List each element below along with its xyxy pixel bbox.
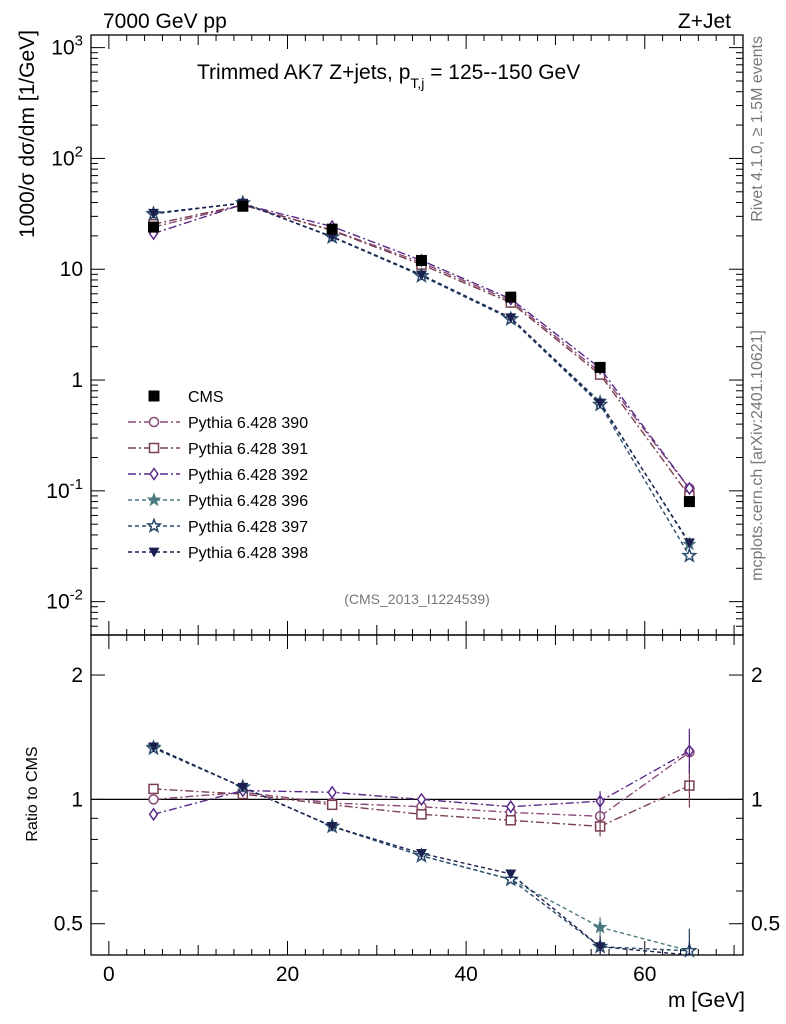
data-marker: [327, 785, 337, 800]
ratio-series-pythia-6.428-397: [145, 739, 698, 958]
header-right: Z+Jet: [678, 10, 731, 33]
data-marker: [326, 232, 338, 243]
data-marker: [683, 496, 695, 508]
legend-label: Pythia 6.428 391: [188, 441, 308, 458]
y-tick-label: 1: [71, 369, 83, 392]
x-tick-label: 0: [103, 963, 115, 986]
data-marker: [684, 481, 695, 496]
main-series-group: [145, 194, 698, 563]
y-tick-label: 10-2: [46, 587, 83, 614]
x-tick-label: 20: [276, 963, 299, 986]
rivet-version-label: Rivet 4.1.0, ≥ 1.5M events: [749, 36, 766, 222]
y-tick-label: 2: [71, 664, 83, 687]
legend-label: CMS: [188, 389, 224, 406]
legend: CMS Pythia 6.428 390 Pythia 6.428 391 Pythi…: [128, 389, 308, 562]
data-marker: [683, 538, 695, 549]
ratio-y-axis-label: Ratio to CMS: [24, 746, 41, 841]
data-marker: [594, 398, 606, 409]
data-marker: [148, 208, 160, 219]
data-marker: [415, 270, 427, 281]
y-tick-label: 0.5: [54, 913, 83, 936]
y-tick-label: 102: [51, 143, 83, 170]
data-marker: [594, 361, 606, 373]
data-marker: [148, 442, 160, 454]
y-tick-label-right: 2: [751, 664, 763, 687]
legend-label: Pythia 6.428 398: [188, 545, 308, 562]
data-marker: [149, 467, 159, 481]
data-marker: [326, 223, 338, 235]
data-marker: [146, 492, 162, 507]
y-tick-label-right: 1: [751, 788, 763, 811]
data-marker: [416, 792, 427, 807]
ratio-series-group: [145, 728, 698, 958]
legend-label: Pythia 6.428 396: [188, 493, 308, 510]
main-title: Trimmed AK7 Z+jets, pT,j = 125--150 GeV: [197, 61, 580, 91]
y-tick-label-right: 0.5: [751, 913, 780, 936]
data-marker: [237, 782, 249, 793]
data-marker: [148, 783, 159, 795]
data-marker: [145, 517, 163, 534]
main-y-axis-label: 1000/σ dσ/dm [1/GeV]: [16, 30, 39, 238]
data-marker: [505, 815, 517, 826]
data-marker: [148, 807, 159, 822]
x-tick-label: 40: [454, 963, 477, 986]
y-tick-label: 10: [60, 258, 83, 281]
legend-entry: Pythia 6.428 390: [128, 415, 308, 432]
data-marker: [506, 799, 516, 814]
main-axis-ticks: 10-2 10-1 1 10 102 103: [46, 33, 743, 636]
title-rest: = 125--150 GeV: [424, 61, 580, 84]
legend-entry: Pythia 6.428 396: [128, 492, 308, 510]
x-tick-label: 60: [633, 963, 656, 986]
data-marker: [681, 547, 698, 563]
legend-label: Pythia 6.428 397: [188, 519, 308, 536]
data-marker: [148, 221, 160, 233]
y-tick-label: 1: [71, 788, 83, 811]
data-marker: [237, 200, 249, 212]
legend-entry: Pythia 6.428 392: [128, 467, 308, 484]
ratio-panel-frame: [90, 634, 744, 956]
legend-entry: Pythia 6.428 397: [128, 517, 308, 536]
data-marker: [326, 822, 338, 832]
mcplots-label: mcplots.cern.ch [arXiv:2401.10621]: [749, 330, 766, 581]
data-marker: [148, 547, 160, 558]
legend-label: Pythia 6.428 392: [188, 467, 308, 484]
data-marker: [148, 742, 160, 753]
series-cms: [148, 200, 695, 508]
data-marker: [326, 799, 338, 811]
legend-entry: Pythia 6.428 391: [128, 441, 308, 458]
title-main: Trimmed AK7 Z+jets, p: [197, 61, 410, 84]
data-marker: [148, 416, 160, 428]
data-marker: [415, 254, 427, 266]
ratio-axis-ticks: 0 20 40 60 0.5 0.5 1 1 2 2: [54, 635, 780, 986]
title-sub: T,j: [410, 75, 424, 91]
legend-entry: CMS: [148, 389, 224, 406]
legend-label: Pythia 6.428 390: [188, 415, 308, 432]
data-marker: [416, 809, 427, 820]
data-marker: [505, 291, 517, 303]
y-tick-label: 103: [51, 33, 83, 60]
data-marker: [148, 794, 159, 805]
data-marker: [415, 848, 427, 859]
data-marker: [505, 313, 517, 324]
data-marker: [505, 869, 517, 880]
header-left: 7000 GeV pp: [103, 10, 227, 33]
ratio-series-pythia-6.428-398: [148, 742, 691, 956]
x-axis-label: m [GeV]: [668, 989, 745, 1012]
y-tick-label: 10-1: [46, 476, 83, 503]
analysis-id: (CMS_2013_I1224539): [344, 591, 490, 607]
data-marker: [148, 390, 160, 402]
legend-entry: Pythia 6.428 398: [128, 545, 308, 562]
